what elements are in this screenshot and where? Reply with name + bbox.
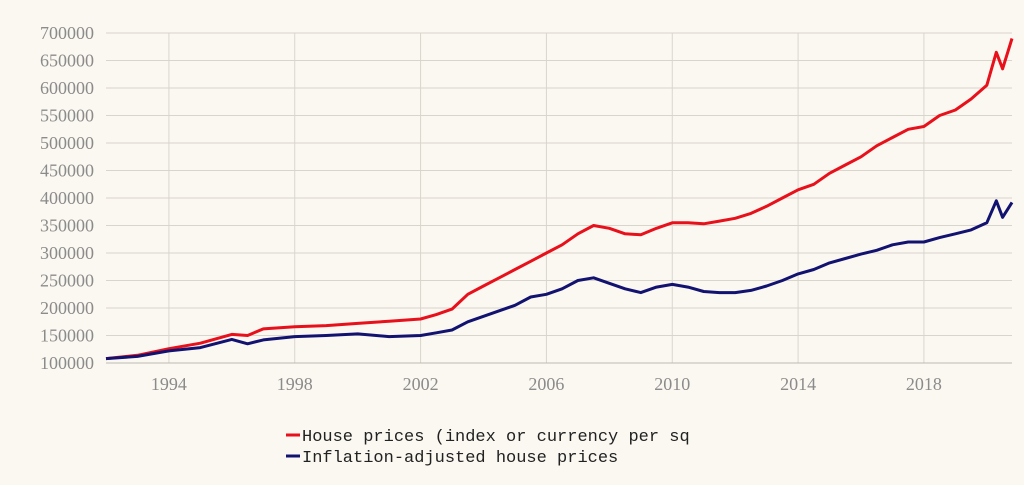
y-tick-label-500000: 500000 — [40, 133, 94, 153]
x-tick-label-2018: 2018 — [906, 374, 942, 394]
y-tick-label-100000: 100000 — [40, 353, 94, 373]
y-tick-label-250000: 250000 — [40, 271, 94, 291]
legend-label-inflation-adjusted: Inflation-adjusted house prices — [302, 449, 618, 468]
y-tick-label-450000: 450000 — [40, 161, 94, 181]
legend: House prices (index or currency per sq I… — [286, 428, 690, 468]
y-tick-label-400000: 400000 — [40, 188, 94, 208]
y-tick-label-600000: 600000 — [40, 78, 94, 98]
gridlines — [106, 32, 1012, 363]
legend-label-house-prices: House prices (index or currency per sq — [302, 428, 690, 447]
y-tick-label-650000: 650000 — [40, 51, 94, 71]
x-tick-label-2006: 2006 — [528, 374, 564, 394]
x-tick-label-1998: 1998 — [277, 374, 313, 394]
y-tick-label-200000: 200000 — [40, 298, 94, 318]
series-line-0 — [105, 38, 1014, 361]
y-tick-label-700000: 700000 — [40, 23, 94, 43]
series-line-1 — [105, 199, 1014, 361]
y-tick-label-300000: 300000 — [40, 243, 94, 263]
x-tick-label-2002: 2002 — [403, 374, 439, 394]
x-tick-label-2014: 2014 — [780, 374, 816, 394]
x-tick-label-1994: 1994 — [151, 374, 187, 394]
y-tick-label-150000: 150000 — [40, 326, 94, 346]
x-axis-tick-labels: 1994 1998 2002 2006 2010 2014 2018 — [151, 374, 942, 394]
y-axis-tick-labels: 100000 150000 200000 250000 300000 350000 4000… — [40, 23, 94, 373]
y-tick-label-550000: 550000 — [40, 106, 94, 126]
series-lines — [105, 38, 1014, 361]
y-tick-label-350000: 350000 — [40, 216, 94, 236]
x-tick-label-2010: 2010 — [654, 374, 690, 394]
